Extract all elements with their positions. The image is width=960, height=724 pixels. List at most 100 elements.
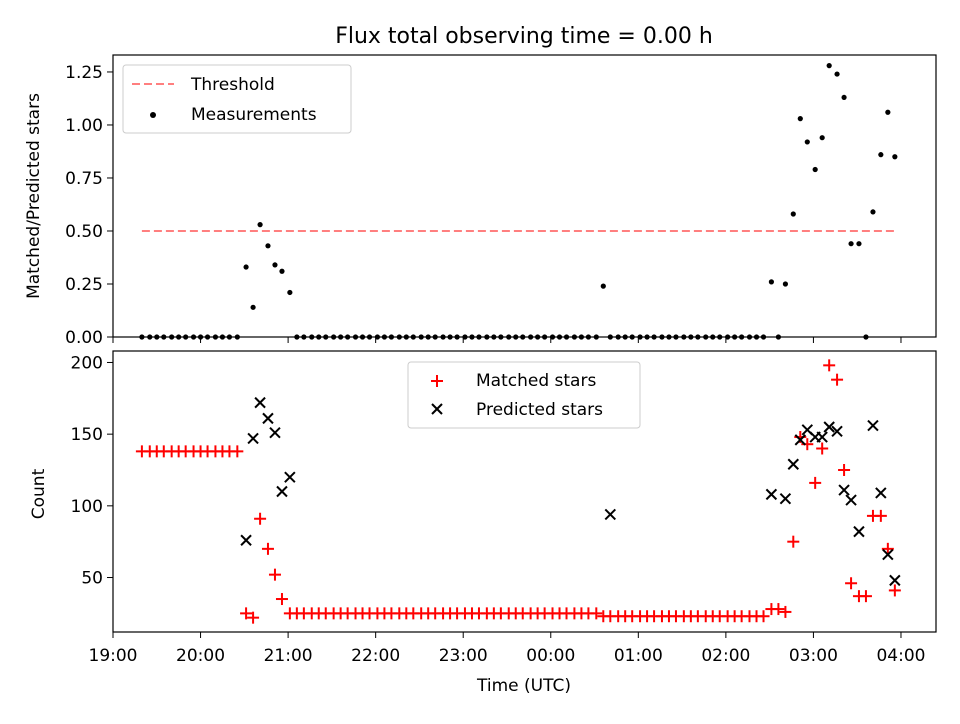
legend-threshold-label: Threshold <box>190 75 275 95</box>
predicted-star-point <box>284 471 296 483</box>
bottom-x-tick-label: 19:00 <box>89 646 138 666</box>
measurement-point <box>250 304 256 310</box>
legend-predicted-stars-x-icon <box>431 403 443 415</box>
matched-star-point <box>823 359 836 372</box>
bottom-plot-area <box>135 359 901 624</box>
matched-star-point <box>787 535 800 548</box>
matched-star-point <box>831 373 844 386</box>
bottom-x-tick-label: 01:00 <box>614 646 663 666</box>
predicted-star-point <box>247 432 259 445</box>
predicted-star-point <box>889 574 901 587</box>
predicted-star-point <box>240 534 252 546</box>
predicted-star-point <box>254 396 266 409</box>
matched-star-point <box>254 512 267 525</box>
legend-predicted-stars-label: Predicted stars <box>476 400 603 420</box>
measurement-point <box>812 166 818 173</box>
measurement-point <box>885 109 891 115</box>
measurement-point <box>834 71 840 77</box>
measurement-point <box>243 264 249 270</box>
measurement-point <box>819 135 825 141</box>
x-axis-label: Time (UTC) <box>476 676 571 696</box>
bottom-y-ticks: 50 100 150 200 <box>71 353 113 589</box>
bottom-panel: 50 100 150 200 19:00 20:00 21:00 22:00 23:00 00:… <box>29 350 937 696</box>
predicted-star-point <box>838 484 850 496</box>
matched-star-point <box>268 568 281 581</box>
measurement-point <box>870 209 876 215</box>
top-y-tick-label: 1.25 <box>65 63 103 83</box>
predicted-star-point <box>867 419 879 432</box>
bottom-y-tick-label: 100 <box>71 497 103 517</box>
predicted-star-point <box>262 412 274 425</box>
bottom-y-tick-label: 150 <box>71 425 103 445</box>
measurement-point <box>826 63 832 69</box>
predicted-star-point <box>816 431 828 443</box>
bottom-x-tick-label: 02:00 <box>701 646 750 666</box>
predicted-star-point <box>269 427 281 439</box>
measurement-point <box>804 139 810 145</box>
top-axes-frame <box>112 54 937 338</box>
measurement-point <box>848 241 854 247</box>
bottom-y-tick-label: 200 <box>71 353 103 373</box>
measurement-point <box>790 211 796 217</box>
top-y-ticks: 0.00 0.25 0.50 0.75 1.00 1.25 <box>65 63 113 348</box>
matched-star-point <box>231 445 244 458</box>
bottom-x-ticks: 19:00 20:00 21:00 22:00 23:00 00:00 01:00 02:00… <box>89 632 925 666</box>
predicted-star-point <box>794 434 806 446</box>
top-y-tick-label: 0.75 <box>65 169 103 189</box>
bottom-x-tick-label: 22:00 <box>351 646 400 666</box>
matched-star-point <box>590 607 603 620</box>
top-y-tick-label: 1.00 <box>65 116 103 136</box>
measurement-point <box>287 289 293 296</box>
bottom-x-tick-label: 20:00 <box>176 646 225 666</box>
predicted-star-point <box>604 508 617 521</box>
measurement-point <box>797 116 803 122</box>
predicted-star-point <box>779 492 792 505</box>
bottom-legend: Matched stars Predicted stars <box>407 361 641 429</box>
matched-star-point <box>261 542 274 555</box>
predicted-star-point <box>823 421 835 433</box>
bottom-x-tick-label: 23:00 <box>439 646 488 666</box>
matched-star-point <box>779 605 792 618</box>
matched-star-point <box>888 584 901 597</box>
predicted-star-point <box>765 488 778 501</box>
matched-star-point <box>838 463 851 476</box>
predicted-star-point <box>787 458 799 470</box>
top-panel: 0.00 0.25 0.50 0.75 1.00 1.25 Matched/Predict… <box>24 54 937 348</box>
matched-star-point <box>772 603 785 616</box>
top-y-tick-label: 0.50 <box>65 222 103 242</box>
measurement-point <box>279 268 285 274</box>
measurement-point <box>892 154 898 160</box>
matched-star-point <box>874 509 887 522</box>
legend-measurements-label: Measurements <box>191 105 317 125</box>
legend-matched-stars-label: Matched stars <box>476 371 596 391</box>
matched-star-point <box>275 593 288 606</box>
matched-star-point <box>247 611 260 624</box>
predicted-star-point <box>831 425 843 437</box>
legend-matched-stars-plus-icon <box>431 375 443 387</box>
bottom-x-tick-label: 21:00 <box>264 646 313 666</box>
measurement-point <box>841 94 847 101</box>
predicted-star-point <box>845 494 857 506</box>
bottom-y-axis-label: Count <box>29 468 49 519</box>
measurement-point <box>272 262 278 268</box>
bottom-x-tick-label: 00:00 <box>526 646 575 666</box>
measurement-point <box>257 222 263 228</box>
predicted-star-point <box>853 525 865 538</box>
measurement-point <box>878 152 884 158</box>
legend-measurements-marker-icon <box>150 112 156 118</box>
matched-star-point <box>816 442 829 455</box>
chart-title: Flux total observing time = 0.00 h <box>335 24 713 49</box>
matched-star-point <box>757 610 770 623</box>
matched-star-point <box>809 476 822 489</box>
matched-star-point <box>859 590 872 603</box>
measurement-point <box>856 241 862 247</box>
matched-star-point <box>845 577 858 590</box>
measurement-point <box>782 281 789 287</box>
bottom-x-tick-label: 04:00 <box>876 646 925 666</box>
bottom-x-tick-label: 03:00 <box>789 646 838 666</box>
top-y-tick-label: 0.25 <box>65 275 103 295</box>
top-y-tick-label: 0.00 <box>65 328 103 348</box>
bottom-axes-frame <box>112 350 937 633</box>
measurement-point <box>600 283 606 289</box>
